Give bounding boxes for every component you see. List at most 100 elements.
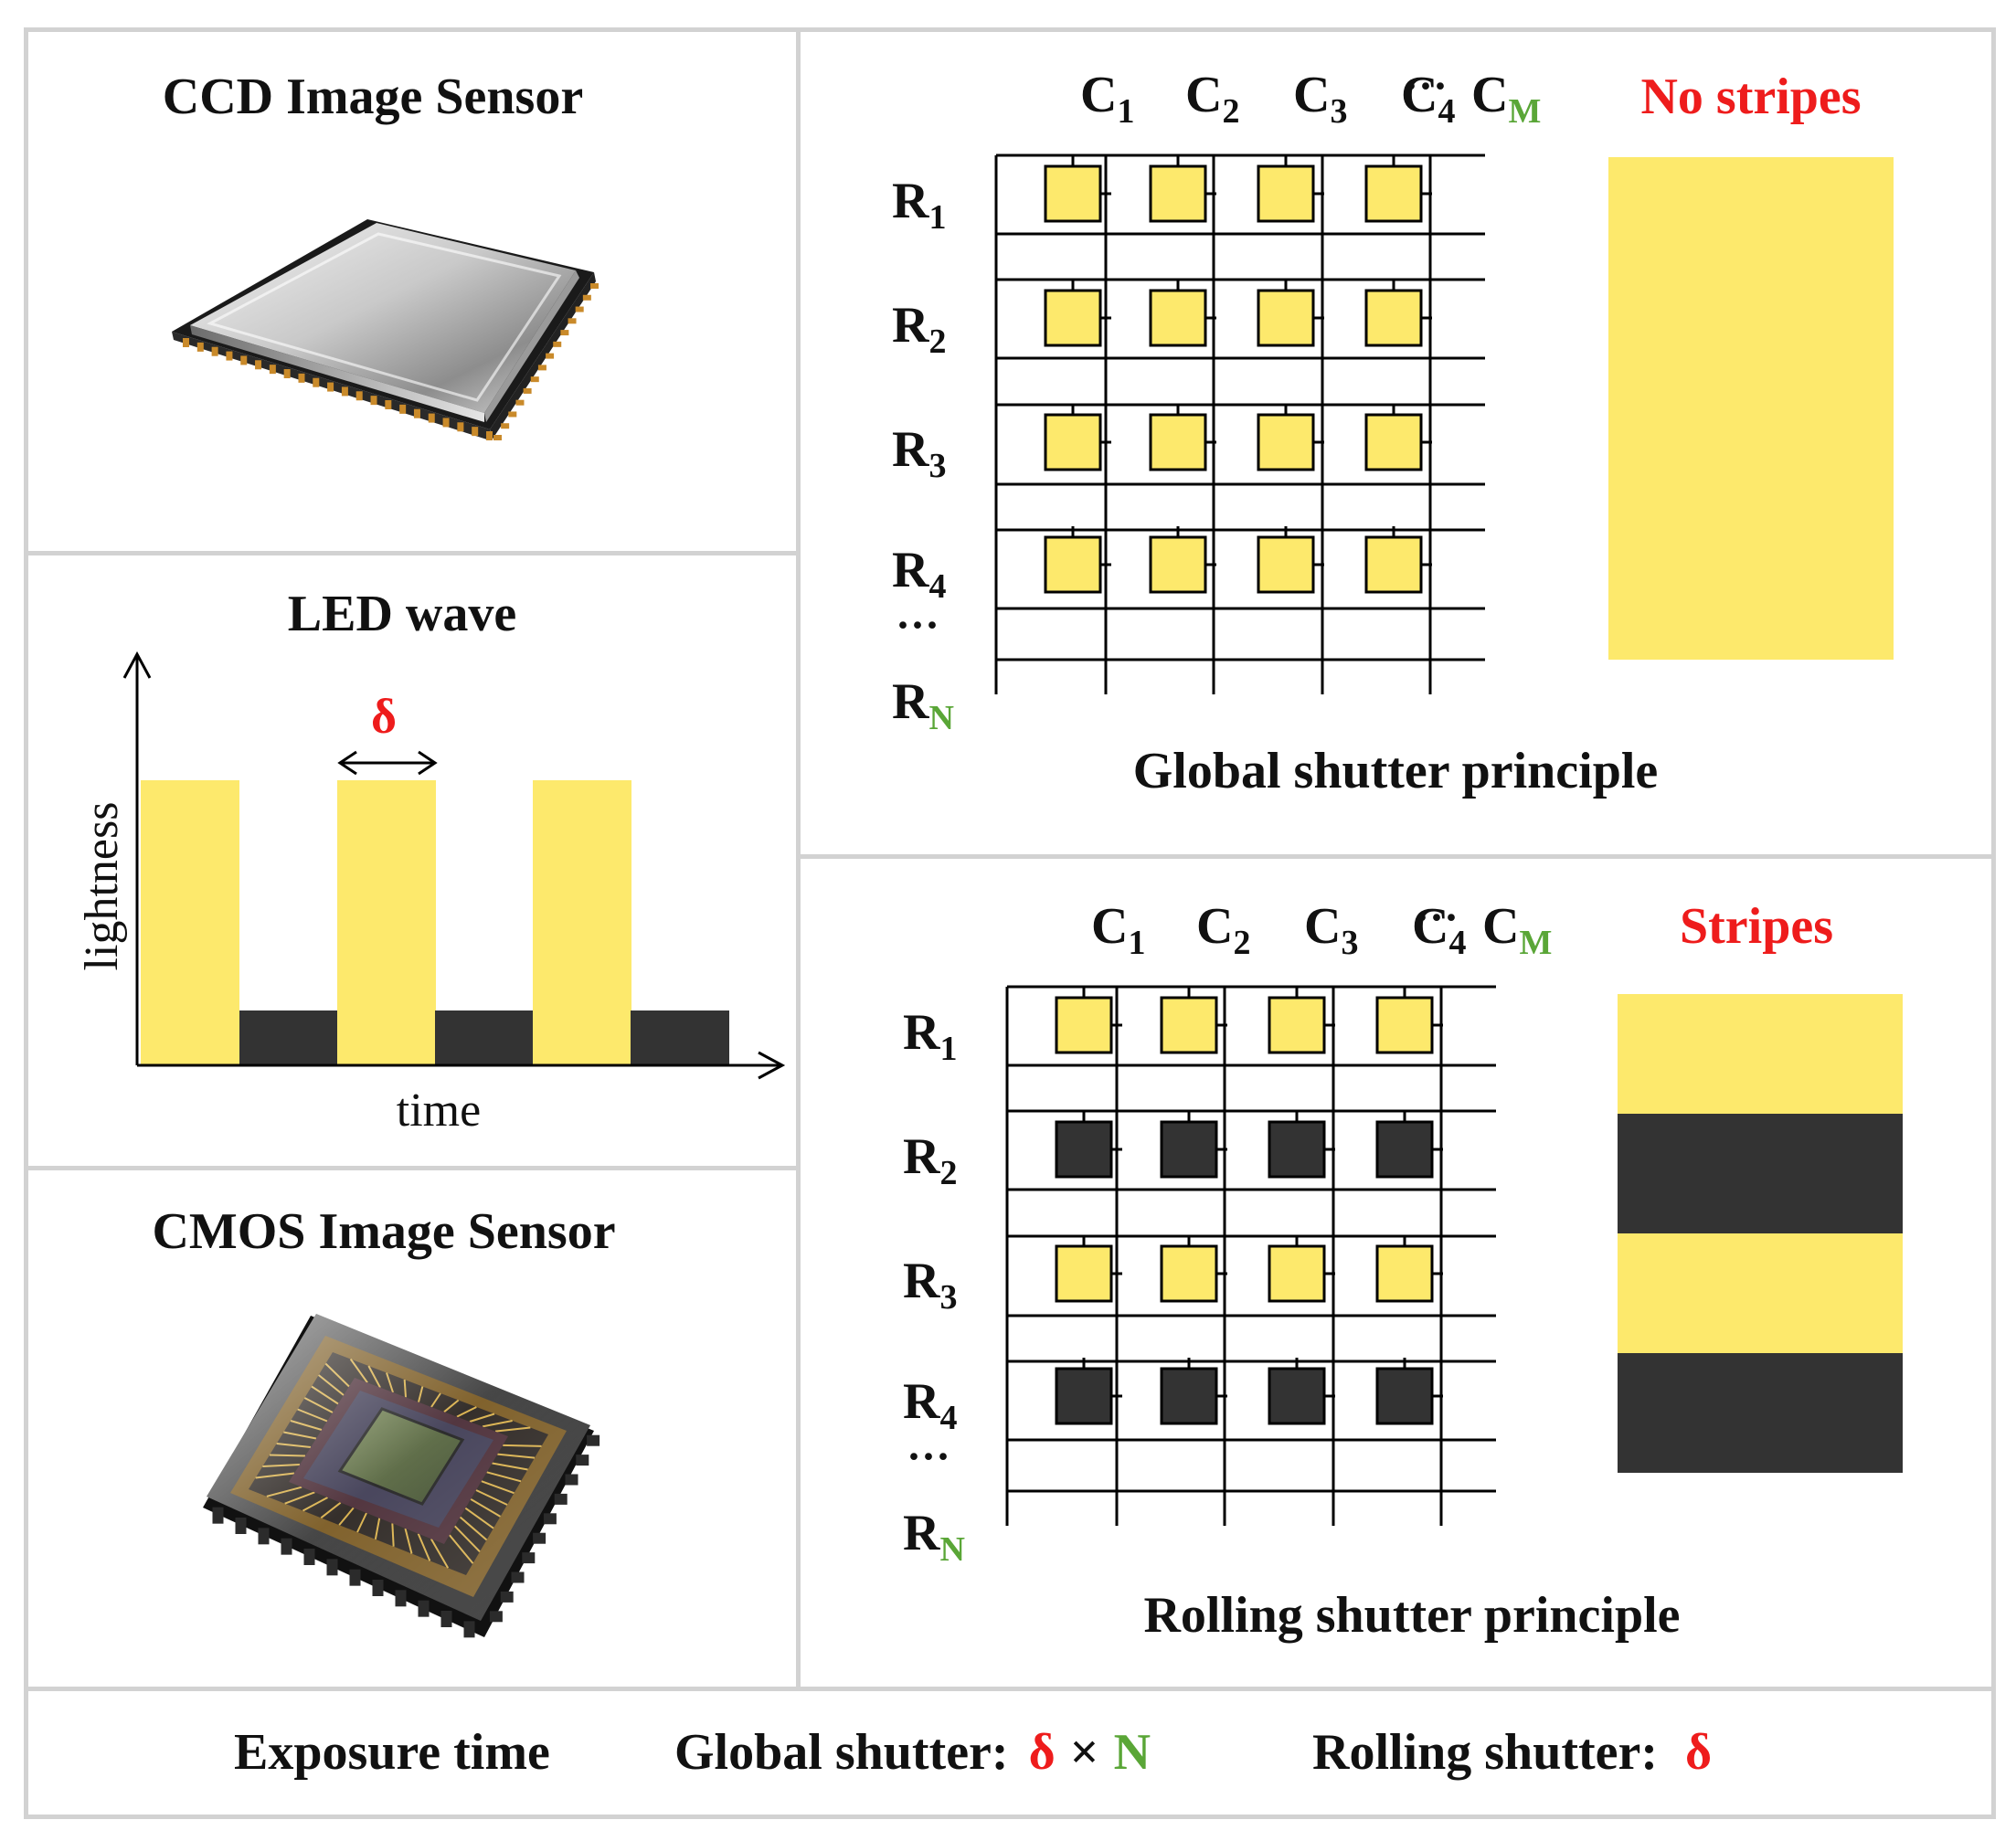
ccd-pin bbox=[327, 382, 334, 392]
ccd-pin bbox=[493, 435, 502, 440]
ccd-pin bbox=[546, 353, 555, 359]
ccd-pin bbox=[341, 386, 348, 397]
pixel-dark bbox=[1268, 1120, 1326, 1179]
ccd-pin bbox=[560, 330, 569, 336]
cmos-pin bbox=[489, 1611, 503, 1623]
pixel-lit bbox=[1055, 996, 1113, 1054]
led-on-pulse bbox=[141, 780, 239, 1065]
ccd-pin bbox=[457, 422, 464, 432]
stripe-dark bbox=[1618, 1114, 1903, 1233]
cmos-pin bbox=[500, 1591, 514, 1603]
led-off-level bbox=[239, 1010, 338, 1065]
pixel-lit bbox=[1364, 413, 1423, 471]
pixel-dark bbox=[1160, 1120, 1218, 1179]
ccd-title: CCD Image Sensor bbox=[163, 69, 583, 125]
cmos-pin bbox=[258, 1528, 270, 1545]
cmos-pin bbox=[212, 1507, 224, 1524]
ccd-pin bbox=[355, 391, 363, 401]
ccd-pin bbox=[428, 413, 435, 423]
led-off-level bbox=[435, 1010, 534, 1065]
rolling-exposure: Rolling shutter: δ bbox=[1312, 1724, 1712, 1781]
pixel-lit bbox=[1364, 164, 1423, 223]
row-label-last: RN bbox=[903, 1505, 965, 1569]
global-result-swatch bbox=[1608, 157, 1894, 660]
column-label-3: C3 bbox=[1293, 67, 1347, 131]
ccd-pin bbox=[413, 408, 420, 418]
rolling-result-swatch bbox=[1618, 994, 1903, 1473]
stripe-dark bbox=[1618, 1353, 1903, 1473]
pixel-dark bbox=[1375, 1367, 1434, 1425]
ccd-pin bbox=[515, 399, 525, 406]
column-label-4: C4 bbox=[1412, 898, 1466, 962]
ccd-pin bbox=[183, 338, 189, 347]
ccd-pin bbox=[553, 341, 562, 347]
cmos-chip-image bbox=[203, 1314, 600, 1638]
row-ellipsis: ··· bbox=[907, 1433, 950, 1481]
pixel-dark bbox=[1055, 1367, 1113, 1425]
cmos-pin bbox=[463, 1621, 475, 1638]
ccd-pin bbox=[196, 342, 204, 352]
pixel-lit bbox=[1257, 535, 1315, 594]
rolling-result-label: Stripes bbox=[1680, 898, 1833, 955]
pixel-lit bbox=[1055, 1244, 1113, 1303]
ccd-pin bbox=[575, 306, 584, 312]
pixel-lit bbox=[1375, 996, 1434, 1054]
ccd-pin bbox=[226, 351, 233, 361]
ccd-chip-image bbox=[172, 219, 599, 440]
ccd-pin bbox=[590, 283, 599, 289]
ccd-pin bbox=[530, 376, 539, 383]
exposure-time-panel bbox=[24, 1687, 1996, 1819]
led-on-pulse bbox=[337, 780, 436, 1065]
cmos-pin bbox=[543, 1513, 557, 1525]
ccd-pin bbox=[537, 365, 546, 371]
row-label-4: R4 bbox=[892, 542, 946, 606]
led-wave-plot: δ lightness time bbox=[76, 651, 786, 1137]
column-label-last: CM bbox=[1471, 67, 1541, 131]
cmos-pin bbox=[511, 1571, 525, 1583]
row-label-4: R4 bbox=[903, 1373, 957, 1437]
pixel-lit bbox=[1044, 289, 1102, 347]
pixel-lit bbox=[1257, 164, 1315, 223]
column-label-1: C1 bbox=[1091, 898, 1145, 962]
cmos-pin bbox=[440, 1611, 452, 1627]
row-ellipsis: ··· bbox=[896, 601, 939, 650]
exposure-label: Exposure time bbox=[234, 1724, 550, 1781]
pixel-lit bbox=[1257, 413, 1315, 471]
led-off-level bbox=[631, 1010, 729, 1065]
ccd-pin bbox=[385, 400, 392, 409]
x-axis-arrow bbox=[758, 1051, 786, 1080]
y-axis-label: lightness bbox=[76, 802, 128, 971]
ccd-pin bbox=[472, 427, 479, 437]
row-label-1: R1 bbox=[903, 1004, 957, 1068]
global-result-label: No stripes bbox=[1640, 69, 1861, 125]
cmos-pin bbox=[326, 1559, 338, 1576]
row-label-3: R3 bbox=[903, 1253, 957, 1317]
pixel-dark bbox=[1375, 1120, 1434, 1179]
cmos-pin bbox=[372, 1580, 384, 1596]
cmos-pin bbox=[395, 1590, 407, 1607]
cmos-title: CMOS Image Sensor bbox=[152, 1203, 615, 1260]
cmos-pin bbox=[303, 1549, 315, 1565]
led-on-pulse bbox=[533, 780, 631, 1065]
ccd-pin bbox=[486, 431, 493, 440]
row-label-2: R2 bbox=[892, 297, 946, 361]
pixel-lit bbox=[1268, 1244, 1326, 1303]
pixel-lit bbox=[1364, 535, 1423, 594]
pixel-lit bbox=[1364, 289, 1423, 347]
column-label-4: C4 bbox=[1401, 67, 1455, 131]
cmos-pin bbox=[349, 1569, 361, 1586]
column-label-3: C3 bbox=[1304, 898, 1358, 962]
column-label-2: C2 bbox=[1185, 67, 1239, 131]
ccd-pin bbox=[255, 360, 262, 370]
pixel-lit bbox=[1268, 996, 1326, 1054]
pixel-dark bbox=[1268, 1367, 1326, 1425]
row-label-1: R1 bbox=[892, 173, 946, 237]
pixel-lit bbox=[1044, 535, 1102, 594]
ccd-pin bbox=[269, 365, 276, 375]
cmos-pin bbox=[554, 1493, 568, 1505]
led-wave-title: LED wave bbox=[288, 586, 516, 642]
pixel-lit bbox=[1149, 164, 1207, 223]
cmos-pin bbox=[587, 1434, 600, 1446]
